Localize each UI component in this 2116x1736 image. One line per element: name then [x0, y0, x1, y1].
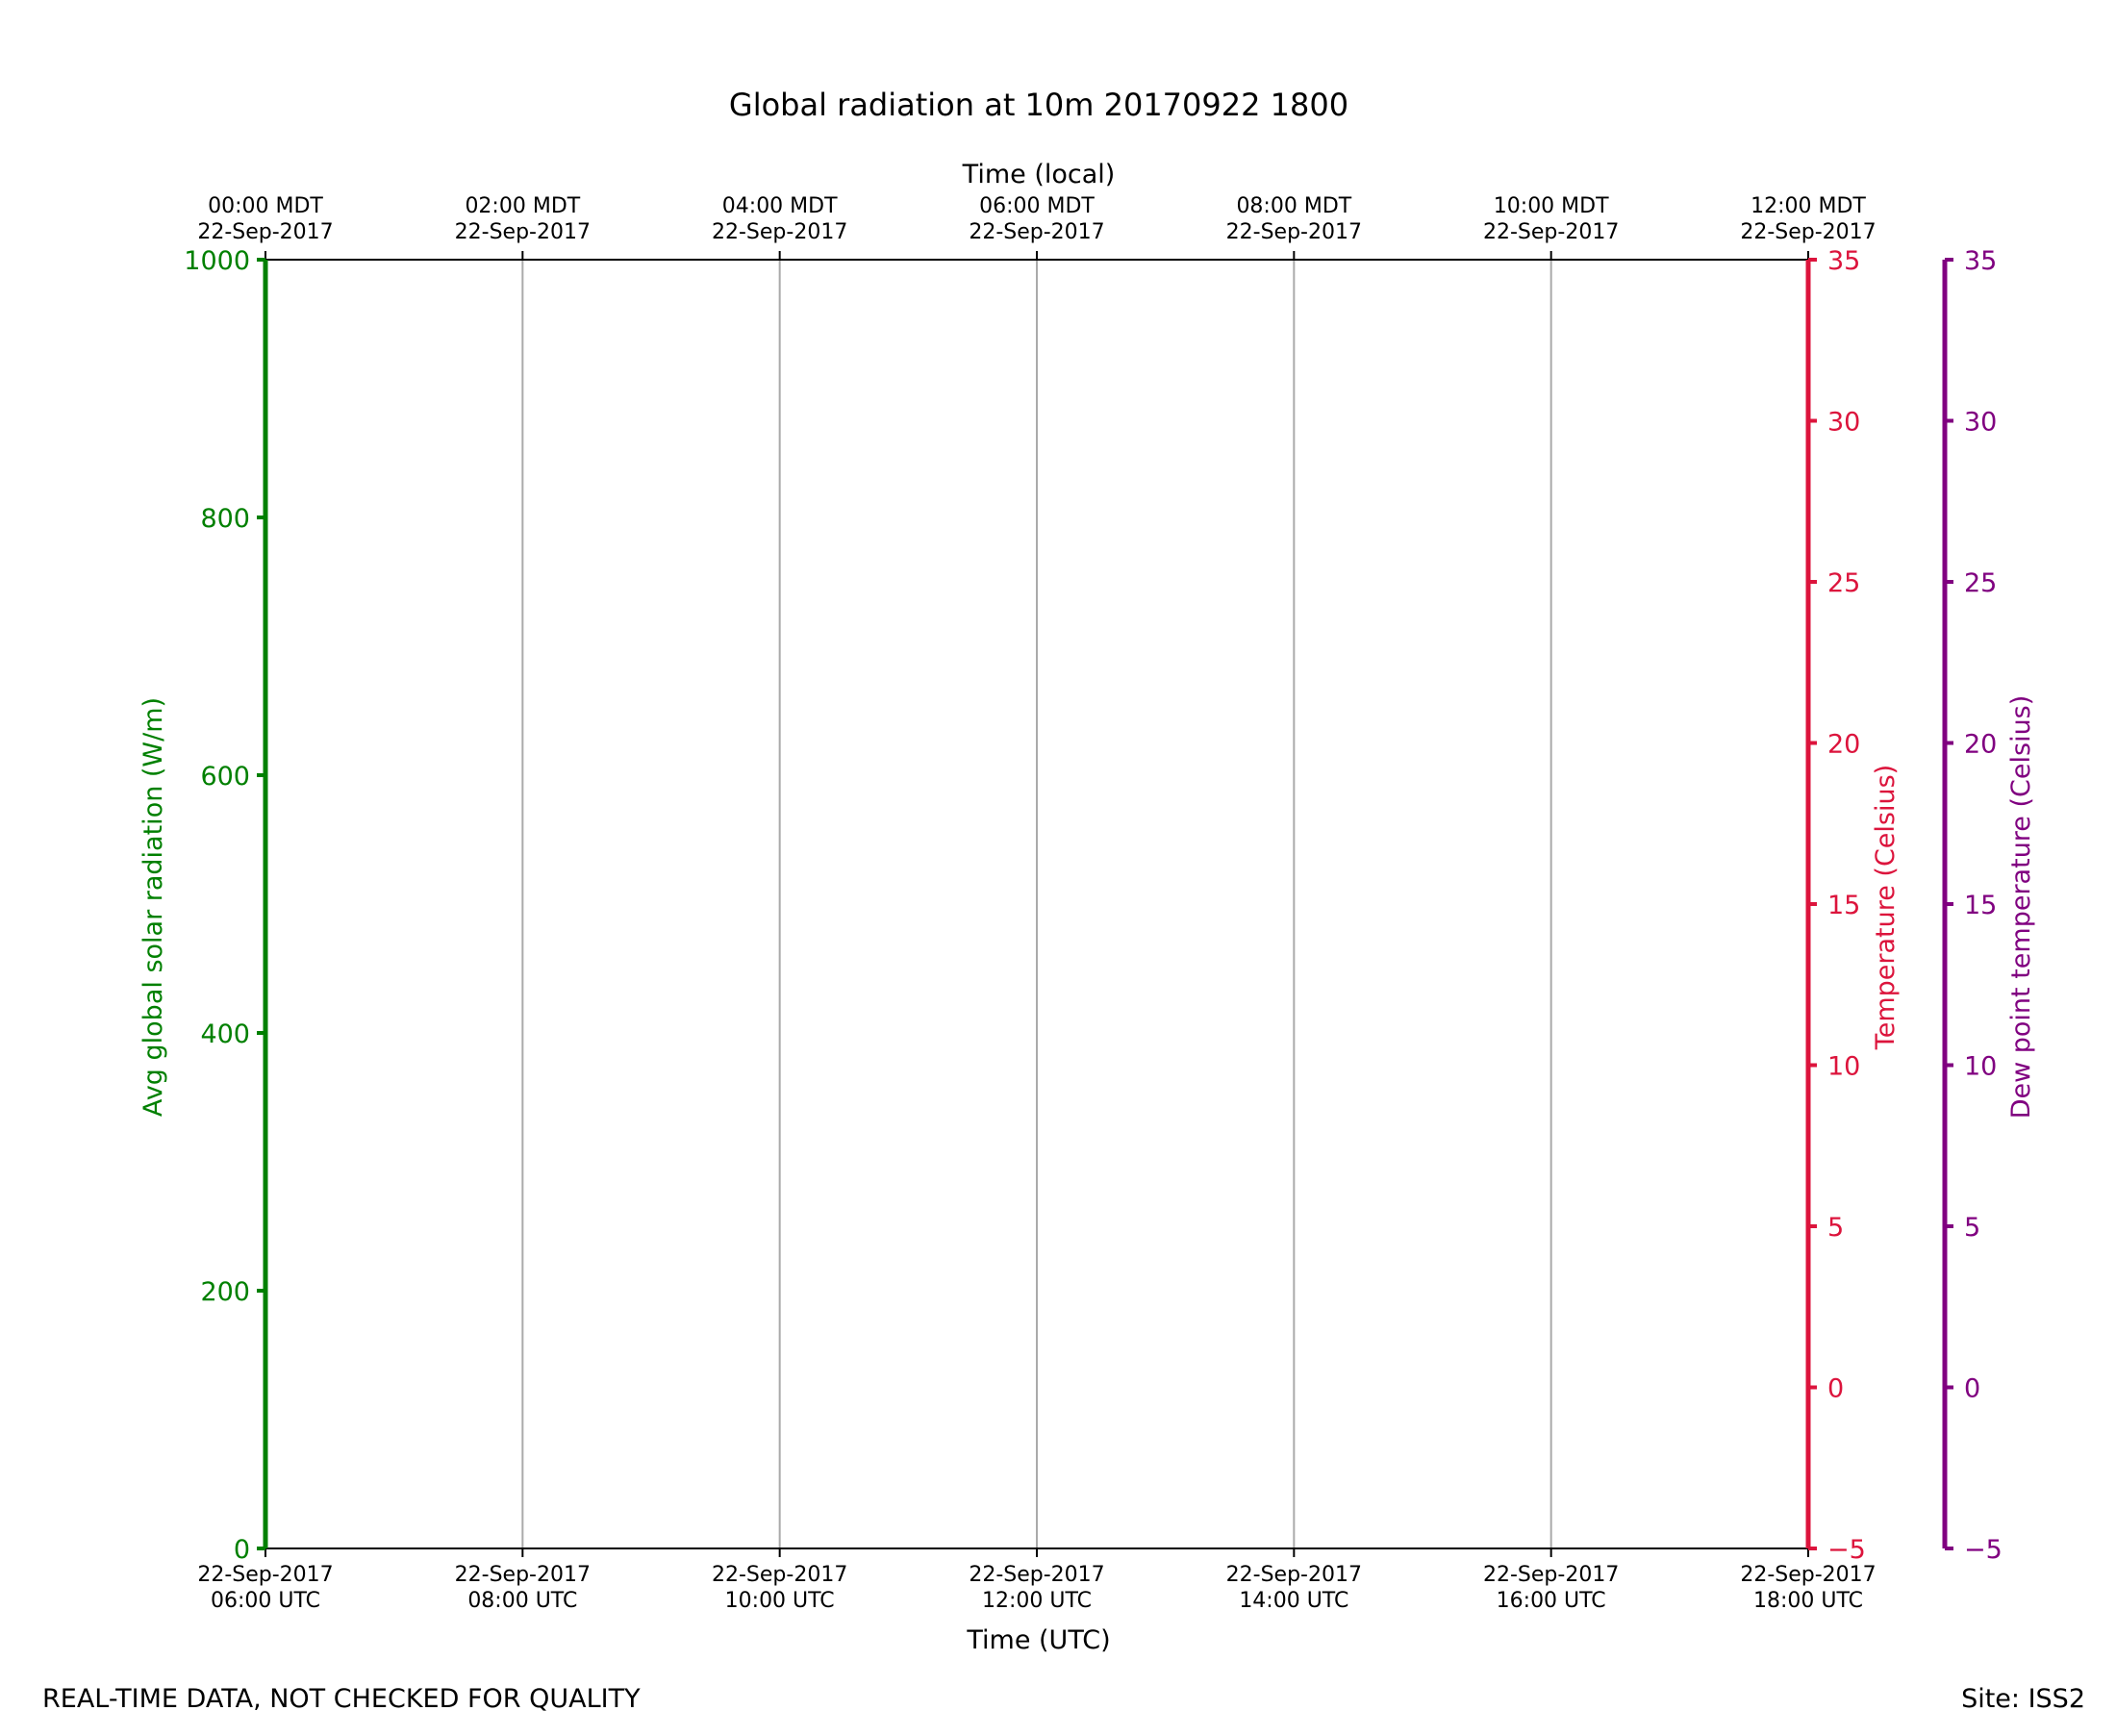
x-top-tick-time: 00:00 MDT — [208, 194, 323, 218]
radiation-axis-tick-label: 800 — [200, 504, 250, 534]
radiation-axis-tick-label: 200 — [200, 1277, 250, 1307]
x-top-tick-time: 02:00 MDT — [465, 194, 580, 218]
x-top-tick-date: 22-Sep-2017 — [1483, 220, 1619, 244]
dewpoint-axis-tick-label: 20 — [1964, 730, 1997, 760]
dewpoint-axis-tick-label: 0 — [1964, 1374, 1980, 1404]
x-top-tick-date: 22-Sep-2017 — [455, 220, 591, 244]
x-bottom-tick-date: 22-Sep-2017 — [1226, 1563, 1362, 1587]
y-left-axis-title: Avg global solar radiation (W/m) — [139, 697, 168, 1117]
x-bottom-tick-time: 14:00 UTC — [1239, 1589, 1348, 1613]
y-outer-axis-title: Dew point temperature (Celsius) — [2006, 695, 2036, 1120]
y-right-axis-title: Temperature (Celsius) — [1871, 765, 1901, 1050]
quality-disclaimer: REAL-TIME DATA, NOT CHECKED FOR QUALITY — [42, 1684, 641, 1714]
x-bottom-tick-date: 22-Sep-2017 — [197, 1563, 333, 1587]
radiation-axis-tick-label: 600 — [200, 762, 250, 792]
temperature-axis-tick-label: −5 — [1827, 1535, 1866, 1565]
site-label: Site: ISS2 — [1961, 1684, 2085, 1714]
dewpoint-axis-tick-label: 15 — [1964, 891, 1997, 920]
temperature-axis-tick-label: 30 — [1827, 408, 1860, 438]
chart-title: Global radiation at 10m 20170922 1800 — [729, 87, 1348, 123]
x-top-tick-date: 22-Sep-2017 — [1226, 220, 1362, 244]
x-top-tick-time: 12:00 MDT — [1751, 194, 1866, 218]
x-bottom-axis-title: Time (UTC) — [966, 1625, 1110, 1655]
x-bottom-tick-date: 22-Sep-2017 — [455, 1563, 591, 1587]
x-top-tick-date: 22-Sep-2017 — [197, 220, 333, 244]
x-top-axis-title: Time (local) — [962, 160, 1116, 189]
x-top-tick-time: 08:00 MDT — [1236, 194, 1351, 218]
x-bottom-tick-time: 16:00 UTC — [1497, 1589, 1606, 1613]
x-top-tick-time: 10:00 MDT — [1494, 194, 1609, 218]
x-top-tick-date: 22-Sep-2017 — [1740, 220, 1876, 244]
x-bottom-tick-time: 06:00 UTC — [211, 1589, 320, 1613]
dewpoint-axis-tick-label: −5 — [1964, 1535, 2003, 1565]
radiation-axis-tick-label: 1000 — [184, 246, 250, 276]
x-bottom-tick-time: 08:00 UTC — [467, 1589, 577, 1613]
x-bottom-tick-date: 22-Sep-2017 — [712, 1563, 847, 1587]
temperature-axis-tick-label: 25 — [1827, 568, 1860, 598]
dewpoint-axis-tick-label: 35 — [1964, 246, 1997, 276]
x-top-tick-date: 22-Sep-2017 — [712, 220, 847, 244]
x-top-tick-time: 06:00 MDT — [979, 194, 1095, 218]
temperature-axis-tick-label: 35 — [1827, 246, 1860, 276]
temperature-axis-tick-label: 15 — [1827, 891, 1860, 920]
temperature-axis-tick-label: 10 — [1827, 1052, 1860, 1082]
dewpoint-axis-tick-label: 30 — [1964, 408, 1997, 438]
x-bottom-tick-date: 22-Sep-2017 — [1483, 1563, 1619, 1587]
dewpoint-axis-tick-label: 25 — [1964, 568, 1997, 598]
temperature-axis-tick-label: 20 — [1827, 730, 1860, 760]
x-bottom-tick-time: 18:00 UTC — [1753, 1589, 1863, 1613]
x-top-tick-date: 22-Sep-2017 — [969, 220, 1104, 244]
temperature-axis-tick-label: 5 — [1827, 1213, 1844, 1243]
x-bottom-tick-time: 12:00 UTC — [982, 1589, 1092, 1613]
dewpoint-axis-tick-label: 10 — [1964, 1052, 1997, 1082]
radiation-axis-tick-label: 0 — [234, 1535, 250, 1565]
radiation-axis-tick-label: 400 — [200, 1019, 250, 1049]
x-top-tick-time: 04:00 MDT — [722, 194, 838, 218]
temperature-axis-tick-label: 0 — [1827, 1374, 1844, 1404]
x-bottom-tick-date: 22-Sep-2017 — [1740, 1563, 1876, 1587]
x-bottom-tick-date: 22-Sep-2017 — [969, 1563, 1104, 1587]
dewpoint-axis-tick-label: 5 — [1964, 1213, 1980, 1243]
x-bottom-tick-time: 10:00 UTC — [725, 1589, 835, 1613]
